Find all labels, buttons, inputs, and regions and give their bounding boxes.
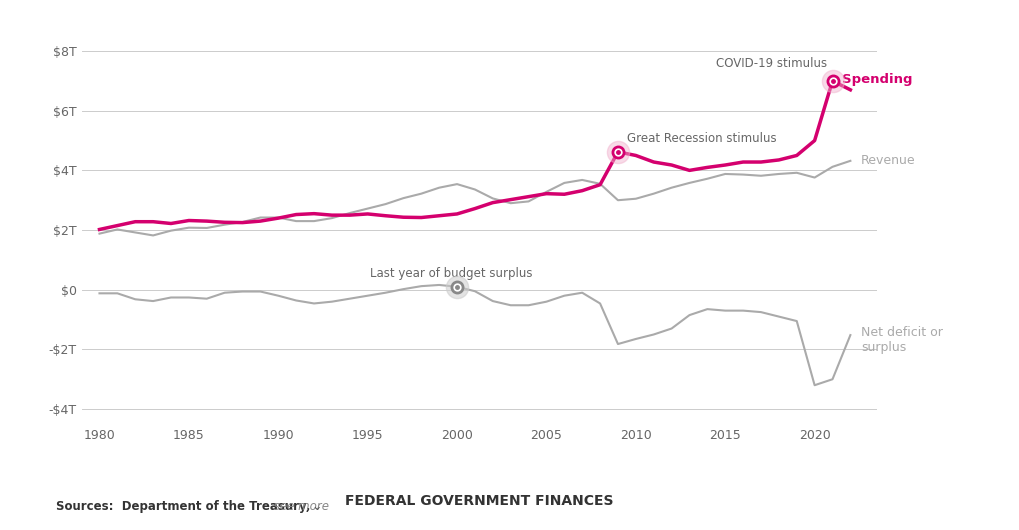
Text: Sources:  Department of the Treasury,: Sources: Department of the Treasury,	[56, 500, 310, 513]
Text: Great Recession stimulus: Great Recession stimulus	[627, 132, 775, 145]
Text: FEDERAL GOVERNMENT FINANCES: FEDERAL GOVERNMENT FINANCES	[344, 494, 613, 508]
Text: Revenue: Revenue	[860, 154, 915, 167]
Text: see more: see more	[270, 500, 329, 513]
Text: Net deficit or
surplus: Net deficit or surplus	[860, 326, 942, 355]
Text: ⌄: ⌄	[311, 500, 321, 513]
Text: COVID-19 stimulus: COVID-19 stimulus	[715, 57, 826, 69]
Text: Spending: Spending	[842, 73, 912, 86]
Text: Last year of budget surplus: Last year of budget surplus	[370, 267, 532, 280]
